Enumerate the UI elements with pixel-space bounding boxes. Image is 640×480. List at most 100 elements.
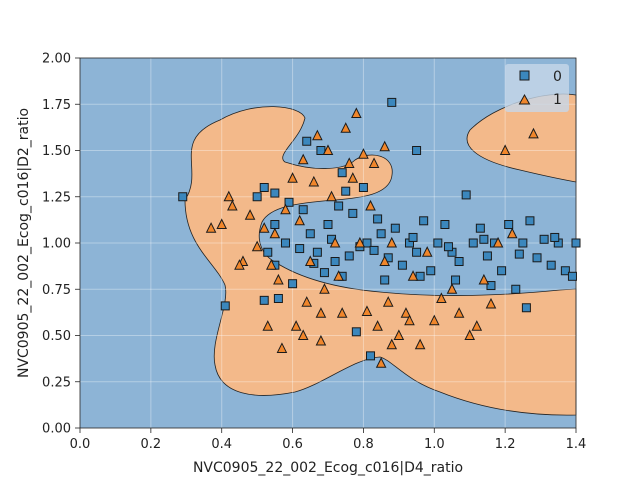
data-point-class-1 (382, 296, 394, 307)
data-point-class-0 (220, 301, 230, 311)
data-point-class-0 (454, 257, 464, 266)
data-point-class-0 (280, 238, 290, 248)
legend-label-0: 0 (553, 69, 562, 85)
data-point-class-1 (471, 320, 483, 331)
data-point-class-1 (386, 338, 398, 350)
data-point-class-0 (468, 238, 478, 248)
data-point-class-1 (301, 296, 313, 307)
data-point-class-0 (419, 216, 429, 226)
data-point-class-1 (485, 297, 497, 309)
data-point-class-1 (322, 144, 334, 155)
data-point-class-1 (375, 357, 387, 368)
data-point-class-0 (344, 251, 354, 261)
data-point-class-1 (354, 236, 366, 248)
data-point-class-0 (270, 188, 280, 198)
x-tick-label: 0.2 (141, 437, 162, 452)
data-points (178, 97, 581, 368)
data-point-class-1 (287, 172, 298, 183)
x-tick-label: 1.2 (495, 437, 516, 452)
data-point-class-1 (421, 246, 433, 257)
data-point-class-1 (386, 236, 398, 248)
data-point-class-1 (205, 222, 217, 233)
x-tick-label: 0.4 (211, 437, 232, 452)
data-point-class-0 (443, 242, 453, 252)
data-point-class-0 (514, 249, 524, 259)
data-point-class-0 (270, 220, 280, 229)
data-point-class-1 (379, 140, 390, 152)
data-point-class-0 (334, 201, 344, 211)
data-point-class-0 (571, 238, 581, 248)
x-tick-label: 0.0 (70, 437, 91, 452)
legend-square-marker (519, 70, 530, 81)
data-point-class-0 (323, 220, 333, 229)
data-point-class-1 (428, 314, 440, 326)
data-point-class-1 (464, 329, 476, 340)
data-point-class-0 (362, 238, 372, 248)
data-point-class-0 (482, 251, 492, 261)
data-point-class-0 (451, 275, 461, 285)
data-point-class-0 (284, 197, 294, 207)
data-point-class-1 (308, 175, 320, 187)
data-point-class-0 (358, 183, 368, 192)
data-point-class-0 (263, 247, 273, 257)
y-tick-label: 1.50 (42, 144, 71, 159)
data-point-class-0 (479, 234, 489, 244)
legend-triangle-marker (518, 93, 531, 105)
data-point-class-0 (567, 271, 577, 281)
data-point-class-1 (372, 320, 383, 331)
x-tick-label: 0.6 (282, 437, 303, 452)
data-point-class-0 (298, 205, 308, 215)
data-point-class-0 (273, 294, 283, 303)
data-point-class-1 (453, 307, 465, 318)
y-tick-label: 1.25 (42, 190, 71, 205)
data-point-class-0 (312, 247, 322, 257)
y-tick-label: 2.00 (42, 52, 71, 67)
data-point-class-1 (244, 209, 256, 220)
data-point-class-1 (251, 240, 263, 252)
data-point-class-1 (506, 227, 518, 239)
data-point-class-0 (341, 186, 351, 196)
data-point-class-1 (227, 199, 238, 211)
data-point-class-0 (550, 232, 560, 242)
data-point-class-1 (276, 342, 288, 353)
y-tick-label: 1.00 (42, 237, 71, 252)
y-tick-label: 0.00 (42, 422, 71, 437)
data-point-class-1 (304, 255, 316, 266)
data-point-class-0 (305, 229, 315, 239)
data-point-class-1 (266, 259, 277, 270)
data-point-class-1 (223, 190, 235, 202)
data-point-class-0 (475, 223, 485, 233)
y-axis: 0.00 0.25 0.50 0.75 1.00 1.25 1.50 1.75 2.00 (42, 52, 80, 437)
data-point-class-0 (525, 216, 535, 226)
data-point-class-1 (414, 338, 426, 350)
data-point-class-0 (348, 208, 358, 218)
legend-label-1: 1 (553, 92, 562, 108)
data-point-class-1 (478, 273, 490, 285)
data-point-class-1 (393, 329, 405, 340)
data-point-class-0 (387, 97, 397, 107)
data-point-class-1 (528, 127, 539, 139)
data-point-class-1 (280, 203, 291, 215)
data-point-class-0 (288, 279, 298, 289)
data-point-class-1 (329, 236, 341, 248)
data-point-class-0 (497, 266, 507, 276)
data-point-class-1 (234, 259, 245, 270)
y-tick-label: 0.50 (42, 329, 71, 344)
data-point-class-1 (333, 270, 344, 281)
y-tick-label: 0.25 (42, 375, 71, 390)
data-point-class-1 (297, 329, 309, 340)
data-point-class-0 (521, 303, 531, 313)
data-point-class-0 (412, 146, 422, 155)
data-point-class-0 (376, 229, 386, 239)
x-tick-label: 0.8 (353, 437, 374, 452)
data-point-class-1 (216, 218, 228, 229)
data-point-class-1 (379, 255, 390, 266)
x-tick-label: 1.4 (566, 437, 587, 452)
data-point-class-1 (347, 172, 359, 183)
data-point-class-0 (539, 234, 549, 244)
data-point-class-1 (258, 222, 270, 233)
data-point-class-0 (302, 136, 312, 146)
data-point-class-1 (262, 320, 274, 331)
data-point-class-0 (397, 260, 407, 270)
